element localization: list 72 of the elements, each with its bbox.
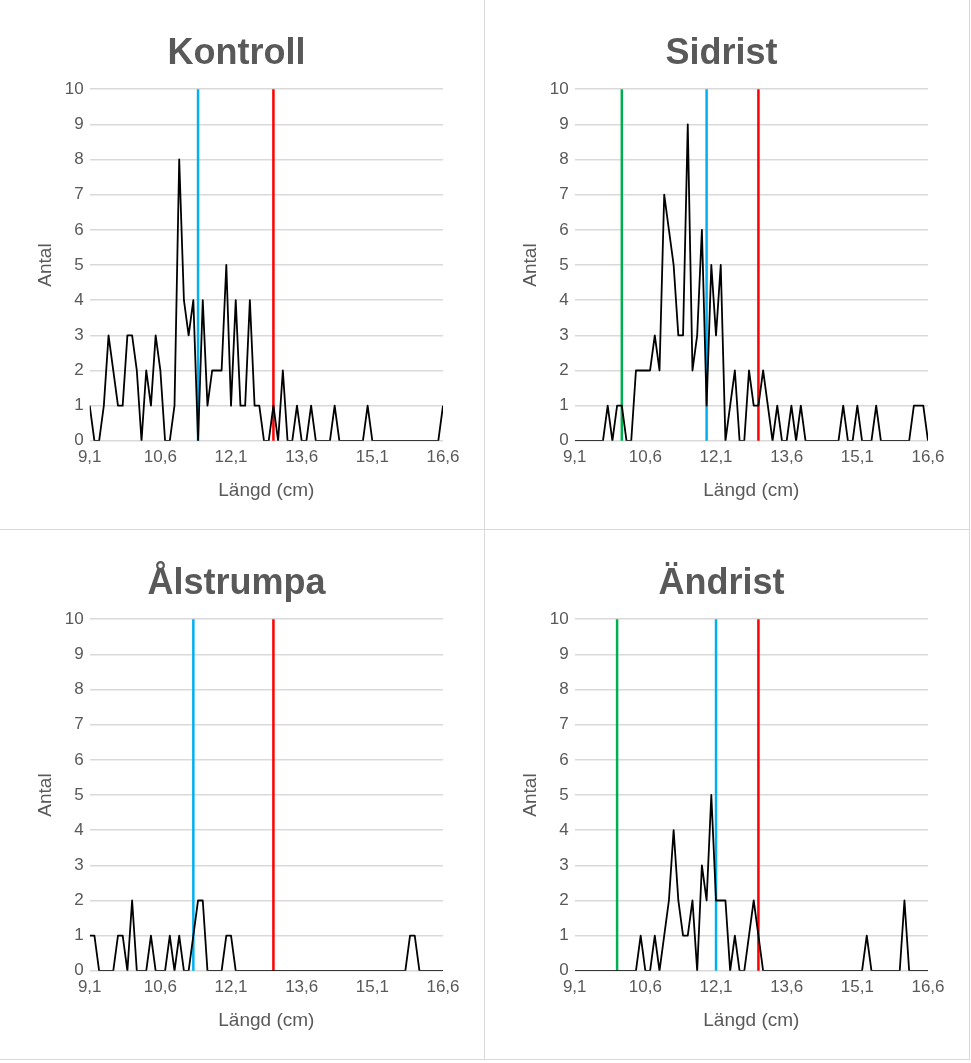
x-tick-label: 16,6	[426, 976, 460, 996]
x-tick-label: 13,6	[285, 446, 319, 466]
y-tick-label: 3	[74, 325, 84, 345]
y-tick-label: 3	[559, 325, 569, 345]
x-tick-label: 15,1	[840, 446, 874, 466]
chart-title: Kontroll	[167, 30, 306, 72]
y-tick-label: 8	[74, 679, 84, 699]
y-axis-title: Antal	[518, 243, 540, 287]
y-tick-label: 2	[74, 360, 84, 380]
y-axis-title: Antal	[518, 773, 540, 817]
y-tick-label: 1	[559, 395, 569, 415]
x-tick-label: 15,1	[840, 976, 874, 996]
y-tick-label: 1	[559, 925, 569, 945]
y-tick-label: 3	[74, 855, 84, 875]
x-tick-label: 12,1	[699, 976, 733, 996]
chart-title: Sidrist	[665, 30, 778, 72]
y-tick-label: 3	[559, 855, 569, 875]
y-tick-label: 4	[559, 289, 569, 309]
x-tick-label: 13,6	[770, 976, 804, 996]
x-tick-label: 12,1	[214, 446, 248, 466]
y-tick-label: 2	[559, 890, 569, 910]
y-tick-label: 7	[74, 714, 84, 734]
y-tick-label: 5	[74, 784, 84, 804]
x-tick-label: 10,6	[143, 446, 177, 466]
y-tick-label: 1	[74, 925, 84, 945]
x-axis-title: Längd (cm)	[218, 1008, 315, 1030]
y-axis-title: Antal	[33, 773, 55, 817]
x-axis-title: Längd (cm)	[703, 1008, 800, 1030]
y-tick-label: 8	[74, 149, 84, 169]
x-tick-label: 15,1	[355, 976, 389, 996]
y-tick-label: 8	[559, 149, 569, 169]
y-tick-label: 4	[74, 819, 84, 839]
y-tick-label: 9	[74, 114, 84, 134]
x-axis-title: Längd (cm)	[218, 478, 315, 500]
y-tick-label: 5	[559, 784, 569, 804]
x-tick-label: 10,6	[628, 976, 662, 996]
x-tick-label: 16,6	[911, 446, 945, 466]
y-tick-label: 4	[559, 819, 569, 839]
y-tick-label: 6	[559, 749, 569, 769]
y-tick-label: 10	[64, 608, 84, 628]
x-tick-label: 12,1	[214, 976, 248, 996]
y-tick-label: 10	[549, 78, 569, 98]
y-tick-label: 10	[549, 608, 569, 628]
y-tick-label: 5	[559, 254, 569, 274]
x-axis-title: Längd (cm)	[703, 478, 800, 500]
x-tick-label: 13,6	[770, 446, 804, 466]
x-tick-label: 15,1	[355, 446, 389, 466]
x-tick-label: 10,6	[143, 976, 177, 996]
y-tick-label: 2	[74, 890, 84, 910]
y-tick-label: 6	[74, 219, 84, 239]
y-tick-label: 8	[559, 679, 569, 699]
chart-title: Ålstrumpa	[147, 560, 327, 602]
y-tick-label: 2	[559, 360, 569, 380]
y-tick-label: 5	[74, 254, 84, 274]
x-tick-label: 16,6	[426, 446, 460, 466]
x-tick-label: 16,6	[911, 976, 945, 996]
y-tick-label: 7	[559, 184, 569, 204]
y-tick-label: 7	[74, 184, 84, 204]
x-tick-label: 12,1	[699, 446, 733, 466]
y-tick-label: 9	[74, 644, 84, 664]
y-tick-label: 4	[74, 289, 84, 309]
y-tick-label: 9	[559, 114, 569, 134]
y-tick-label: 6	[559, 219, 569, 239]
y-tick-label: 7	[559, 714, 569, 734]
y-axis-title: Antal	[33, 243, 55, 287]
y-tick-label: 9	[559, 644, 569, 664]
y-tick-label: 10	[64, 78, 84, 98]
x-tick-label: 10,6	[628, 446, 662, 466]
chart-title: Ändrist	[658, 560, 785, 602]
y-tick-label: 1	[74, 395, 84, 415]
y-tick-label: 6	[74, 749, 84, 769]
x-tick-label: 13,6	[285, 976, 319, 996]
